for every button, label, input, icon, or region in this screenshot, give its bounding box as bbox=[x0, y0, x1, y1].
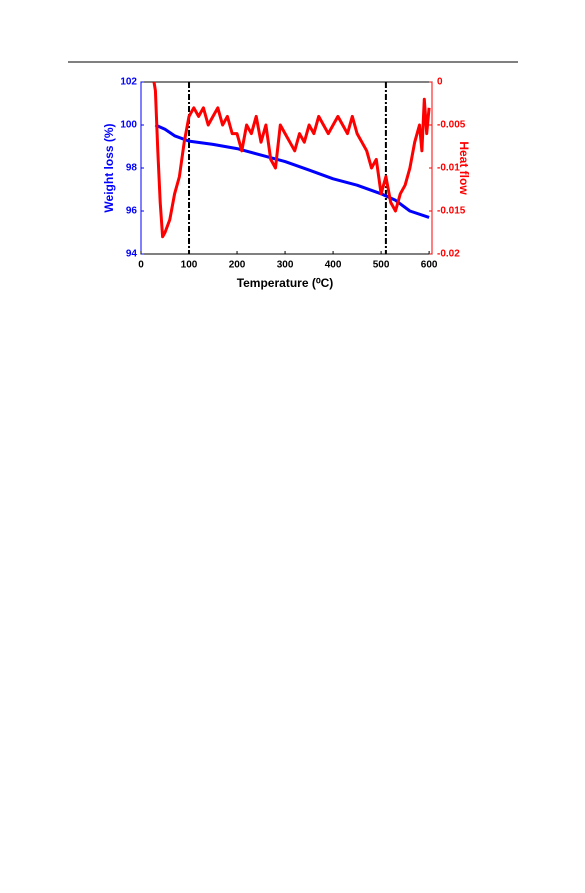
y-tick-label: 100 bbox=[120, 120, 137, 131]
y2-tick-label: -0.015 bbox=[437, 206, 466, 217]
data-line bbox=[154, 123, 430, 219]
x-tick-label: 500 bbox=[373, 260, 390, 271]
x-tick-label: 300 bbox=[277, 260, 294, 271]
y-axis-label: Weight loss (%) bbox=[102, 123, 116, 212]
x-tick-label: 600 bbox=[421, 260, 438, 271]
y2-tick-label: -0.01 bbox=[437, 163, 460, 174]
y-tick-label: 96 bbox=[126, 206, 138, 217]
y2-axis-label: Heat flow bbox=[457, 141, 471, 195]
data-line bbox=[152, 81, 431, 239]
x-tick-label: 400 bbox=[325, 260, 342, 271]
y-tick-label: 94 bbox=[126, 249, 138, 260]
y2-tick-label: 0 bbox=[437, 77, 443, 88]
y-tick-label: 102 bbox=[120, 77, 137, 88]
y2-tick-label: -0.02 bbox=[437, 249, 460, 260]
x-tick-label: 0 bbox=[138, 260, 144, 271]
x-axis-label: Temperature (⁰C) bbox=[237, 276, 334, 290]
x-tick-label: 200 bbox=[229, 260, 246, 271]
plot-frame bbox=[140, 81, 433, 255]
y2-tick-label: -0.005 bbox=[437, 120, 466, 131]
y-tick-label: 98 bbox=[126, 163, 138, 174]
x-tick-label: 100 bbox=[181, 260, 198, 271]
